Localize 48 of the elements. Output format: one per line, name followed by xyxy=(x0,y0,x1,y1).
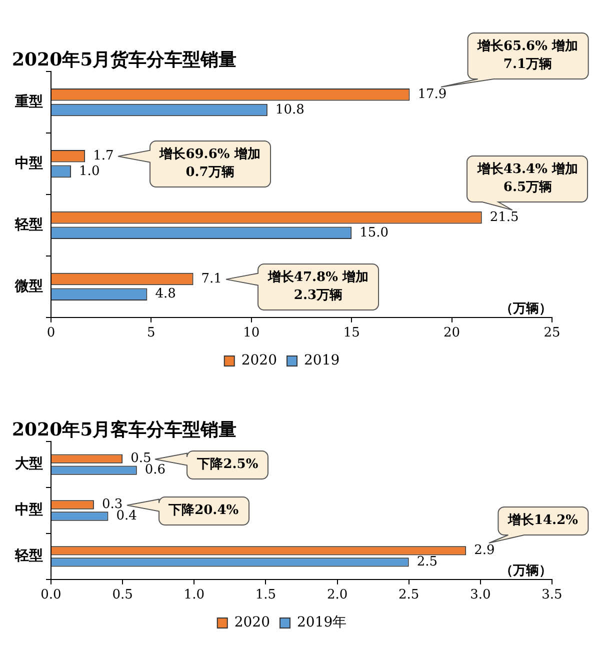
legend-label: 2019年 xyxy=(297,614,347,631)
x-tick-label: 10 xyxy=(243,326,260,341)
chart-title: 2020年5月客车分车型销量 xyxy=(12,419,237,440)
y-tick-label: 大型 xyxy=(15,456,43,472)
data-label: 0.6 xyxy=(144,462,166,478)
y-tick-label: 重型 xyxy=(14,94,43,110)
annotation: 下降2.5% xyxy=(196,456,260,474)
x-tick-label: 1.5 xyxy=(255,588,276,603)
data-label: 2.5 xyxy=(416,554,438,570)
y-tick-label: 轻型 xyxy=(14,548,43,564)
chart-title: 2020年5月货车分车型销量 xyxy=(12,49,237,70)
data-label: 1.0 xyxy=(79,164,100,179)
x-tick-label: 15 xyxy=(343,326,360,341)
x-tick-label: 3.5 xyxy=(542,588,562,603)
data-label: 2.9 xyxy=(474,543,495,558)
x-tick-label: 0.0 xyxy=(40,588,62,603)
data-label: 15.0 xyxy=(360,225,389,240)
annotation: 增长47.8% 增加2.3万辆 xyxy=(266,268,370,305)
y-tick-label: 微型 xyxy=(14,278,43,294)
x-tick-label: 2.5 xyxy=(398,588,420,603)
x-tick-label: 20 xyxy=(444,326,460,341)
x-tick-label: 3.0 xyxy=(470,588,491,603)
x-tick-label: 1.0 xyxy=(184,588,204,603)
x-tick-label: 5 xyxy=(147,326,156,341)
legend-label: 2019 xyxy=(304,352,340,369)
x-tick-label: 2.0 xyxy=(326,588,348,603)
data-label: 1.7 xyxy=(93,148,114,164)
x-axis-title: （万辆） xyxy=(500,301,552,316)
data-label: 7.1 xyxy=(201,271,222,286)
data-label: 17.9 xyxy=(418,87,447,102)
data-label: 0.4 xyxy=(116,508,137,524)
annotation: 下降20.4% xyxy=(168,502,240,520)
legend-label: 2020 xyxy=(241,352,278,369)
y-tick-label: 中型 xyxy=(15,502,43,518)
y-tick-label: 轻型 xyxy=(14,216,43,233)
annotation: 增长65.6% 增加7.1万辆 xyxy=(476,38,579,74)
y-tick-label: 中型 xyxy=(15,155,43,172)
legend-label: 2020 xyxy=(234,614,270,631)
x-tick-label: 0.5 xyxy=(112,588,133,603)
x-tick-label: 0 xyxy=(46,326,56,341)
data-label: 4.8 xyxy=(155,286,176,302)
annotation: 增长43.4% 增加6.5万辆 xyxy=(476,160,579,197)
x-axis-title: （万辆） xyxy=(500,563,552,578)
data-label: 10.8 xyxy=(275,102,304,118)
x-tick-label: 25 xyxy=(544,326,560,341)
annotation: 增长14.2% xyxy=(506,512,579,530)
annotation: 增长69.6% 增加0.7万辆 xyxy=(158,146,262,182)
data-label: 21.5 xyxy=(490,210,519,225)
